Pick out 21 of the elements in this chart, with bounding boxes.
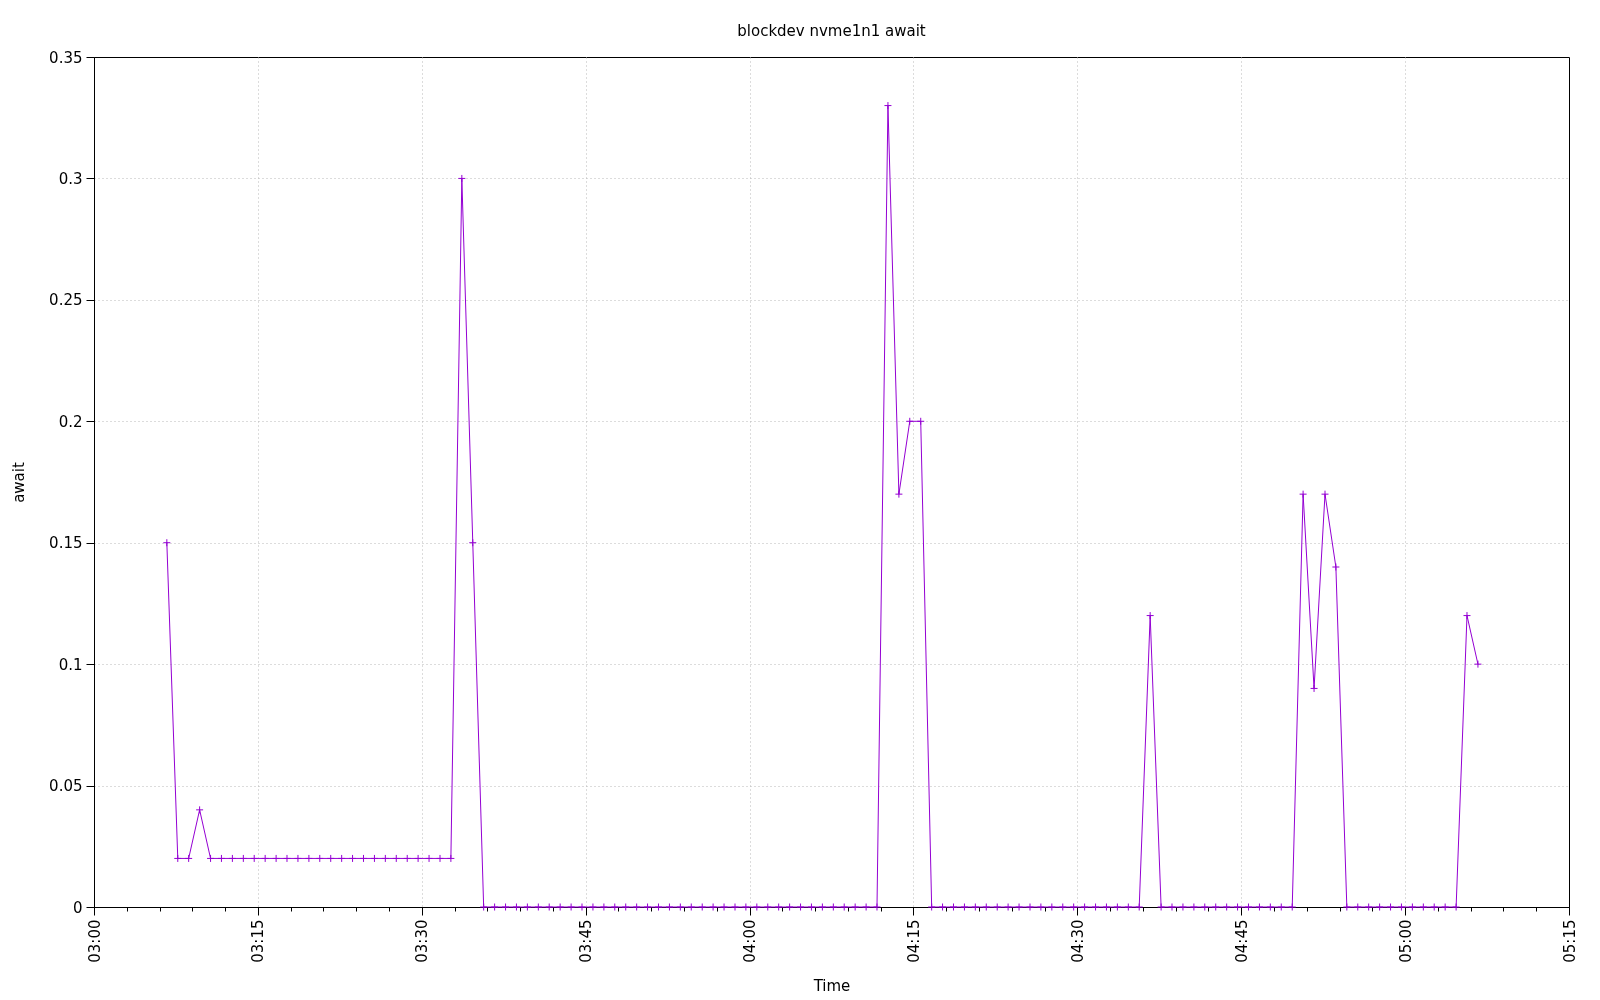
y-tick-label: 0.2 [58,412,83,431]
chart-title: blockdev nvme1n1 await [737,22,926,40]
x-tick-label: 03:45 [577,919,596,963]
y-tick-label: 0.3 [58,169,83,188]
x-tick-label: 03:00 [85,919,104,963]
y-tick-label: 0.25 [49,291,83,310]
x-tick-label: 05:00 [1396,919,1415,963]
y-tick-label: 0.1 [58,655,83,674]
x-tick-label: 04:15 [904,919,923,963]
x-tick-label: 04:30 [1068,919,1087,963]
y-tick-label: 0.05 [49,777,83,796]
x-tick-label: 05:15 [1560,919,1579,963]
y-tick-label: 0.35 [49,48,83,67]
y-tick-label: 0 [72,898,83,917]
x-tick-label: 03:30 [413,919,432,963]
x-tick-label: 03:15 [249,919,268,963]
y-axis-title: await [9,462,28,503]
x-tick-label: 04:00 [741,919,760,963]
x-tick-label: 04:45 [1232,919,1251,963]
y-tick-label: 0.15 [49,534,83,553]
x-axis-title: Time [812,976,851,995]
